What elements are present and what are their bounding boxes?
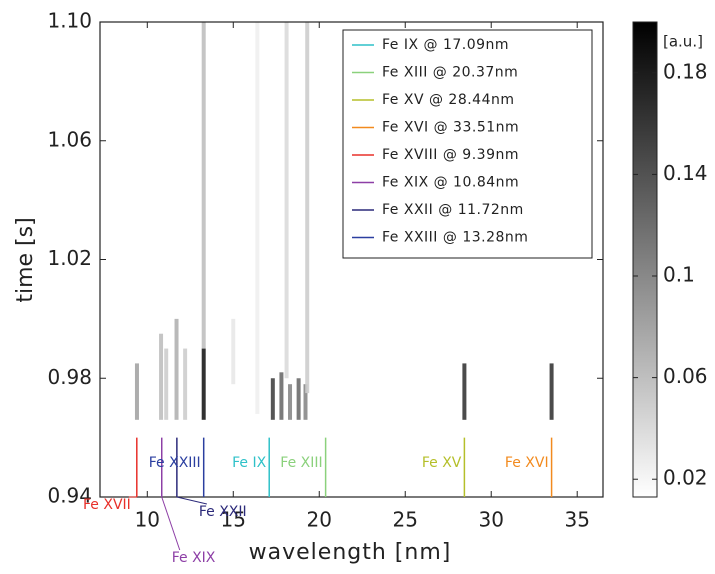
heatmap-streak xyxy=(288,384,293,420)
heatmap-streak xyxy=(201,22,206,349)
x-tick-label: 20 xyxy=(307,508,332,532)
colorbar xyxy=(632,21,658,498)
legend-label: Fe XVI @ 33.51nm xyxy=(382,120,519,136)
heatmap-streak xyxy=(549,363,554,420)
x-tick-label: 10 xyxy=(135,508,160,532)
y-tick-label: 1.02 xyxy=(47,246,92,270)
heatmap-streak xyxy=(201,348,206,420)
x-tick-label: 25 xyxy=(393,508,418,532)
line-label: Fe XIX xyxy=(172,550,216,566)
y-axis-label: time [s] xyxy=(13,217,38,302)
colorbar-tick-label: 0.02 xyxy=(663,466,708,490)
y-tick-label: 1.06 xyxy=(47,127,92,151)
line-label: Fe XV xyxy=(422,455,462,471)
line-label: Fe XVI xyxy=(505,455,549,471)
x-tick-label: 30 xyxy=(478,508,503,532)
heatmap-streak xyxy=(255,22,260,414)
y-tick-label: 0.98 xyxy=(47,365,92,389)
legend-label: Fe XXII @ 11.72nm xyxy=(382,202,524,218)
heatmap-streak xyxy=(303,384,308,420)
colorbar-tick-label: 0.14 xyxy=(663,161,708,185)
heatmap-streak xyxy=(231,318,236,385)
legend-label: Fe XVIII @ 9.39nm xyxy=(382,147,519,163)
legend-label: Fe XXIII @ 13.28nm xyxy=(382,230,528,246)
heatmap-streak xyxy=(134,363,139,420)
line-label: Fe XIII xyxy=(280,455,322,471)
heatmap-streak xyxy=(296,378,301,420)
heatmap-streak xyxy=(284,22,289,379)
leader-line xyxy=(161,496,181,551)
heatmap-streak xyxy=(183,348,188,420)
line-label: Fe XXII xyxy=(199,504,247,520)
legend-label: Fe XIII @ 20.37nm xyxy=(382,65,518,81)
heatmap-streak xyxy=(174,318,179,420)
colorbar-tick-label: 0.18 xyxy=(663,59,708,83)
y-tick-label: 0.94 xyxy=(47,484,92,508)
legend-label: Fe IX @ 17.09nm xyxy=(382,37,509,53)
heatmap-streak xyxy=(305,22,310,394)
heatmap-streak xyxy=(164,348,169,420)
line-label: Fe IX xyxy=(232,455,266,471)
leader-line xyxy=(176,496,207,505)
x-tick-label: 35 xyxy=(564,508,589,532)
legend-label: Fe XIX @ 10.84nm xyxy=(382,175,519,191)
x-tick-label: 15 xyxy=(221,508,246,532)
heatmap-streak xyxy=(159,333,164,420)
colorbar-tick-label: 0.1 xyxy=(663,263,695,287)
legend-label: Fe XV @ 28.44nm xyxy=(382,92,515,108)
legend-box xyxy=(342,29,593,259)
heatmap-streak xyxy=(462,363,467,420)
colorbar-tick-label: 0.06 xyxy=(663,364,708,388)
heatmap-streak xyxy=(270,378,275,420)
heatmap-streak xyxy=(279,372,284,420)
line-label: Fe XXIII xyxy=(149,455,201,471)
colorbar-label: [a.u.] xyxy=(663,33,703,51)
line-label: Fe XVII xyxy=(83,497,131,513)
y-tick-label: 1.10 xyxy=(47,9,92,33)
x-axis-label: wavelength [nm] xyxy=(249,540,452,565)
